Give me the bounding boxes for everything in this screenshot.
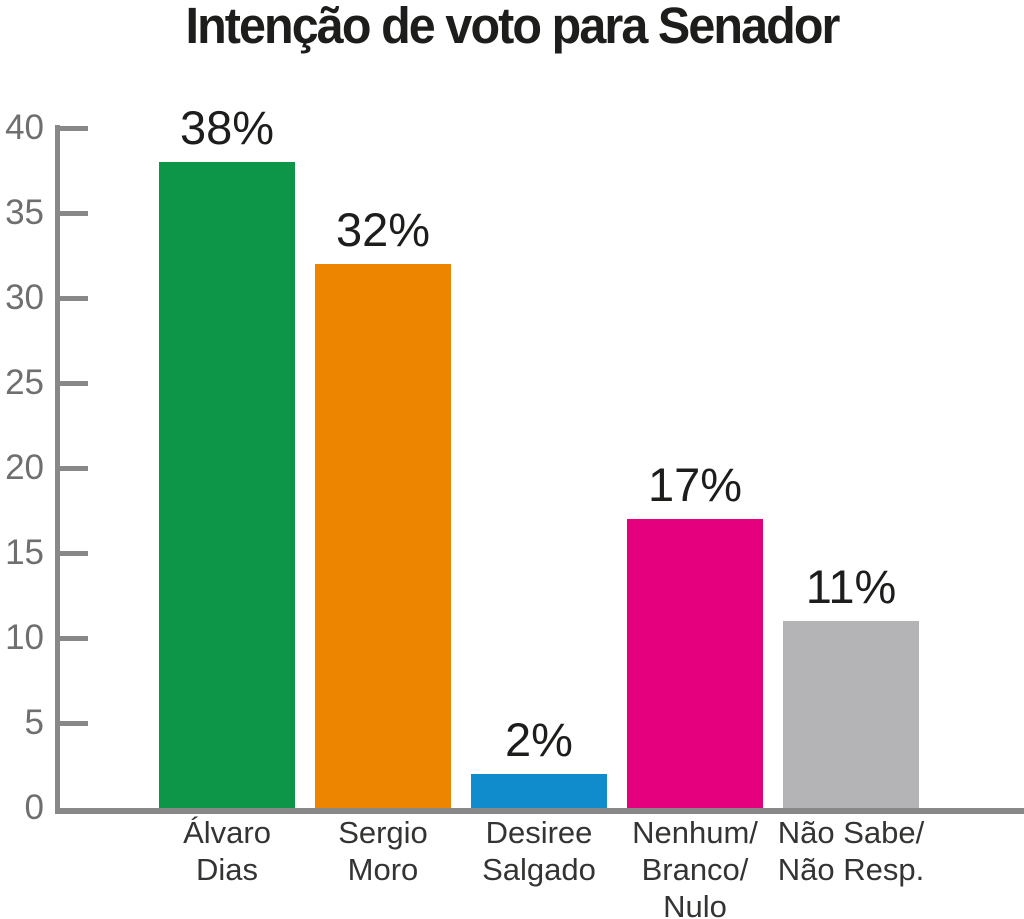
bar-value-label: 38% <box>179 101 275 154</box>
y-axis-tick-label: 30 <box>5 278 44 317</box>
y-axis-tick <box>55 211 88 216</box>
bar-category-label: Nenhum/ Branco/ Nulo <box>632 815 758 919</box>
y-axis-tick <box>55 126 88 131</box>
bar-value-label: 2% <box>505 713 573 766</box>
bar-category-label: Desiree Salgado <box>482 815 596 887</box>
y-axis-tick <box>55 551 88 556</box>
bar-category-label: Não Sabe/ Não Resp. <box>777 815 925 887</box>
y-axis-tick-label: 0 <box>24 788 44 827</box>
bar <box>627 519 763 808</box>
x-axis-line <box>55 808 1024 814</box>
y-axis-tick-label: 5 <box>24 703 44 742</box>
y-axis-tick-label: 35 <box>5 193 44 232</box>
y-axis-tick <box>55 721 88 726</box>
y-axis-tick <box>55 466 88 471</box>
bar <box>471 774 607 808</box>
bar <box>315 264 451 808</box>
bar-value-label: 11% <box>805 560 897 613</box>
y-axis-tick-label: 20 <box>5 448 44 487</box>
y-axis-tick <box>55 636 88 641</box>
y-axis-tick-label: 15 <box>5 533 44 572</box>
y-axis-tick-label: 10 <box>5 618 44 657</box>
bar-value-label: 17% <box>647 458 743 511</box>
bar-value-label: 32% <box>335 203 431 256</box>
y-axis-tick-label: 25 <box>5 363 44 402</box>
y-axis-tick <box>55 296 88 301</box>
bar <box>783 621 919 808</box>
bar-category-label: Álvaro Dias <box>183 815 271 887</box>
bar-category-label: Sergio Moro <box>338 815 428 887</box>
y-axis-tick-label: 40 <box>5 108 44 147</box>
chart-title: Intenção de voto para Senador <box>185 0 841 54</box>
y-axis-tick <box>55 381 88 386</box>
bar <box>159 162 295 808</box>
